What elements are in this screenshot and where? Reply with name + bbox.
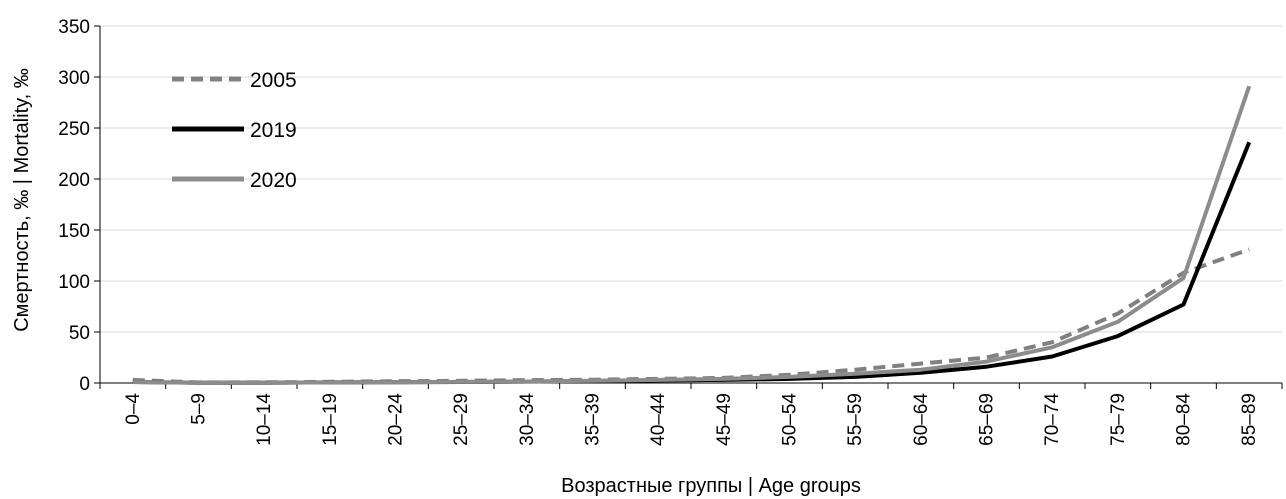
x-tick-label: 45–49 xyxy=(714,393,735,446)
y-tick-label: 50 xyxy=(69,323,90,344)
x-tick-label: 55–59 xyxy=(845,393,866,446)
y-axis-title: Смертность, ‰ | Mortality, ‰ xyxy=(11,68,33,332)
legend-label-2019: 2019 xyxy=(250,119,297,142)
legend-label-2005: 2005 xyxy=(250,69,297,92)
gridlines xyxy=(100,25,1282,333)
y-tick-label: 0 xyxy=(79,374,90,395)
x-tick-label: 35–39 xyxy=(583,393,604,446)
x-tick-label: 80–84 xyxy=(1174,393,1195,446)
series-line-2020 xyxy=(132,85,1252,385)
legend-label-2020: 2020 xyxy=(250,169,297,192)
series-lines xyxy=(132,85,1252,385)
y-tick-label: 250 xyxy=(58,119,90,140)
x-tick-label: 65–69 xyxy=(977,393,998,446)
y-tick-label: 300 xyxy=(58,68,90,89)
y-tick-label: 350 xyxy=(58,17,90,38)
x-tick-label: 0–4 xyxy=(123,393,144,425)
x-tick-label: 5–9 xyxy=(189,393,210,425)
y-tick-label: 150 xyxy=(58,221,90,242)
x-tick-label: 25–29 xyxy=(451,393,472,446)
x-tick-label: 85–89 xyxy=(1239,393,1260,446)
y-tick-label: 100 xyxy=(58,272,90,293)
x-tick-label: 10–14 xyxy=(254,393,275,446)
x-tick-label: 20–24 xyxy=(386,393,407,446)
series-line-2005 xyxy=(132,247,1250,385)
y-tick-label: 200 xyxy=(58,170,90,191)
x-tick-label: 40–44 xyxy=(648,393,669,446)
y-tick-labels: 0 50 100 150 200 250 300 350 xyxy=(58,17,90,395)
x-tick-label: 30–34 xyxy=(517,393,538,446)
x-axis-title: Возрастные группы | Age groups xyxy=(561,475,861,497)
series-line-2019 xyxy=(132,141,1252,385)
legend: 2005 2019 2020 xyxy=(172,69,297,192)
x-tick-labels: 0–4 5–9 10–14 15–19 20–24 25–29 30–34 35–39 40–4… xyxy=(123,393,1260,446)
x-tick-label: 60–64 xyxy=(911,393,932,446)
x-tick-label: 75–79 xyxy=(1108,393,1129,446)
x-tick-label: 15–19 xyxy=(320,393,341,446)
x-tick-label: 70–74 xyxy=(1042,393,1063,446)
x-tick-label: 50–54 xyxy=(780,393,801,446)
